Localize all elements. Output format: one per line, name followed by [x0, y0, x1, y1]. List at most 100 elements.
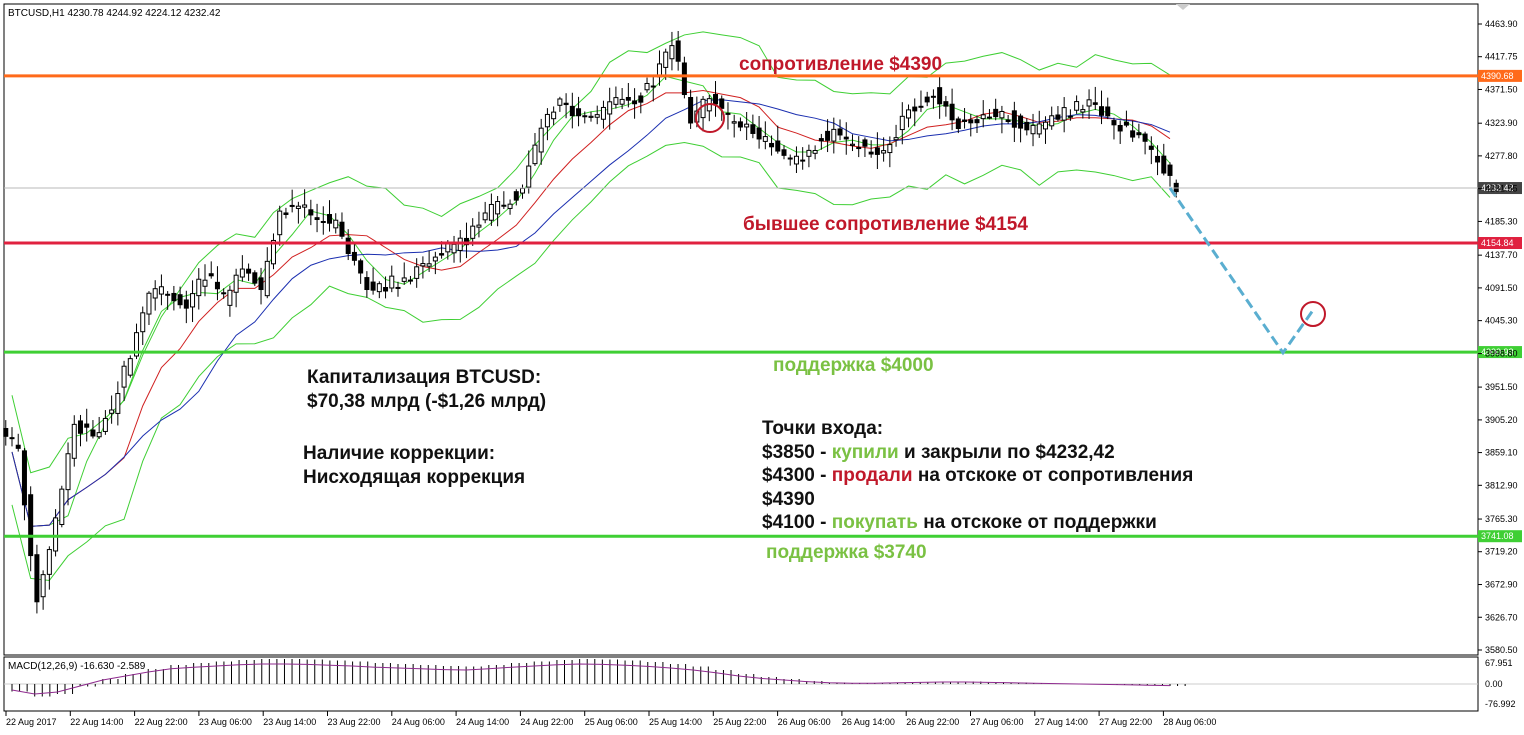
candle-body	[526, 165, 532, 188]
candle-body	[744, 123, 750, 128]
candle-body	[77, 420, 83, 434]
candle-body	[887, 144, 893, 154]
level-tag-4390.68	[1478, 69, 1522, 82]
time-tick-label: 28 Aug 06:00	[1163, 717, 1216, 727]
candle-body	[84, 423, 90, 428]
candle-body	[825, 130, 831, 141]
candle-body	[488, 203, 494, 221]
candle-body	[868, 151, 874, 155]
time-tick-label: 24 Aug 06:00	[392, 717, 445, 727]
correction-title: Наличие коррекции:	[303, 443, 496, 464]
candle-body	[607, 101, 613, 115]
candle-body	[358, 260, 364, 274]
candle-body	[90, 429, 96, 437]
candle-body	[893, 137, 899, 141]
shift-marker-icon	[1176, 4, 1190, 10]
candle-body	[737, 121, 743, 128]
candle-body	[146, 292, 152, 315]
candle-body	[588, 115, 594, 118]
time-tick-label: 23 Aug 06:00	[199, 717, 252, 727]
candle-body	[495, 201, 501, 215]
candle-body	[507, 203, 513, 209]
candle-body	[327, 214, 333, 224]
candle-body	[943, 101, 949, 107]
candle-body	[395, 286, 401, 289]
entry-1-price: $3850 -	[762, 442, 832, 463]
candle-body	[906, 109, 912, 119]
candle-body	[619, 98, 625, 105]
price-tick-label: 3765.30	[1485, 514, 1518, 524]
candle-body	[376, 283, 382, 293]
price-tick-label: 3672.90	[1485, 580, 1518, 590]
candle-body	[725, 112, 731, 115]
candle-body	[1086, 99, 1092, 107]
candle-body	[389, 275, 395, 289]
candle-body	[295, 205, 301, 209]
level-tag-label: 3741.08	[1481, 531, 1514, 541]
symbol-header: BTCUSD,H1 4230.78 4244.92 4224.12 4232.4…	[8, 8, 221, 19]
candle-body	[1142, 133, 1148, 142]
candle-body	[501, 204, 507, 207]
candle-body	[40, 574, 46, 598]
candle-body	[239, 268, 245, 278]
level-tag-label: 4154.84	[1481, 238, 1514, 248]
price-tick-label: 3951.50	[1485, 382, 1518, 392]
candle-body	[962, 119, 968, 122]
sell-marker-circle	[695, 103, 725, 133]
level-tag-label: 4232.42	[1481, 183, 1514, 193]
candle-body	[557, 98, 563, 106]
candle-body	[912, 106, 918, 112]
candle-body	[756, 127, 762, 140]
candle-body	[414, 266, 420, 279]
candle-body	[1074, 101, 1080, 111]
candle-body	[202, 279, 208, 287]
candle-body	[881, 150, 887, 154]
candle-body	[1105, 106, 1111, 117]
candle-body	[1061, 107, 1067, 121]
candle-body	[638, 95, 644, 103]
time-tick-label: 25 Aug 22:00	[713, 717, 766, 727]
time-tick-label: 23 Aug 14:00	[263, 717, 316, 727]
candle-body	[339, 221, 345, 237]
candle-body	[15, 444, 21, 449]
price-tick-label: 4463.90	[1485, 19, 1518, 29]
bollinger-lower-line	[11, 142, 1171, 581]
candle-body	[102, 417, 108, 432]
candle-body	[1024, 121, 1030, 131]
candle-body	[1155, 155, 1161, 163]
candle-body	[750, 124, 756, 134]
former-resistance-label: бывшее сопротивление $4154	[743, 214, 1028, 235]
macd-tick-label: 67.951	[1485, 658, 1513, 668]
candle-body	[582, 115, 588, 118]
candle-body	[246, 268, 252, 274]
bollinger-upper-line	[11, 31, 1171, 474]
candle-body	[183, 299, 189, 309]
time-tick-label: 25 Aug 14:00	[649, 717, 702, 727]
candle-body	[849, 143, 855, 146]
time-tick-label: 26 Aug 06:00	[778, 717, 831, 727]
main-chart-frame	[3, 3, 1479, 656]
macd-tick-label: 0.00	[1485, 679, 1503, 689]
price-tick-label: 4091.50	[1485, 283, 1518, 293]
candle-body	[258, 277, 264, 291]
candle-body	[812, 149, 818, 154]
candle-body	[364, 277, 370, 291]
level-tag-label: 4390.68	[1481, 71, 1514, 81]
candle-body	[955, 118, 961, 130]
candle-body	[713, 94, 719, 105]
time-tick-label: 27 Aug 14:00	[1035, 717, 1088, 727]
entry-2-action: продали	[831, 465, 913, 486]
candle-body	[532, 144, 538, 165]
candle-body	[762, 136, 768, 142]
price-tick-label: 4277.80	[1485, 151, 1518, 161]
time-tick-label: 22 Aug 14:00	[70, 717, 123, 727]
time-tick-label: 26 Aug 22:00	[906, 717, 959, 727]
candle-body	[53, 517, 59, 552]
level-tag-3741.08	[1478, 530, 1522, 543]
candle-body	[208, 273, 214, 277]
candle-body	[314, 217, 320, 220]
entry-1-rest: и закрыли по $4232,42	[898, 442, 1115, 463]
resistance-label: сопротивление $4390	[739, 54, 943, 75]
candle-body	[227, 289, 233, 306]
candle-body	[451, 243, 457, 254]
